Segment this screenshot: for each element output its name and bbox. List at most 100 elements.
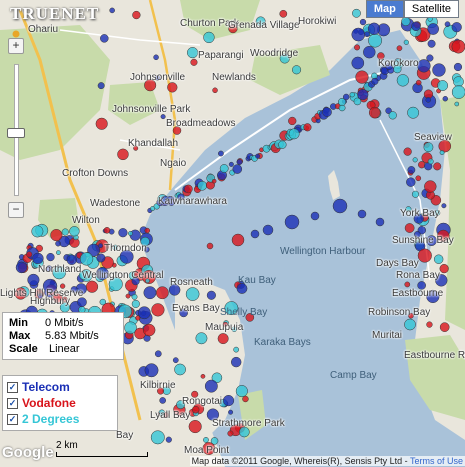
speed-test-dot[interactable] xyxy=(442,96,448,102)
speed-test-dot[interactable] xyxy=(179,308,188,318)
speed-test-dot[interactable] xyxy=(288,128,300,140)
speed-test-dot[interactable] xyxy=(404,223,415,233)
legend-item-vodafone[interactable]: ✓ Vodafone xyxy=(7,396,113,410)
speed-test-dot[interactable] xyxy=(165,436,172,443)
speed-test-dot[interactable] xyxy=(103,227,111,234)
speed-test-dot[interactable] xyxy=(144,363,159,378)
speed-test-dot[interactable] xyxy=(167,198,175,206)
checkbox-telecom[interactable]: ✓ xyxy=(7,381,18,393)
map-type-satellite-button[interactable]: Satellite xyxy=(403,0,459,18)
speed-test-dot[interactable] xyxy=(188,420,202,434)
speed-test-dot[interactable] xyxy=(396,45,403,52)
speed-test-dot[interactable] xyxy=(204,379,218,393)
speed-test-dot[interactable] xyxy=(357,209,367,219)
speed-test-dot[interactable] xyxy=(242,395,249,403)
speed-test-dot[interactable] xyxy=(45,265,53,272)
speed-test-dot[interactable] xyxy=(444,21,451,28)
speed-test-dot[interactable] xyxy=(197,180,207,191)
speed-test-dot[interactable] xyxy=(124,321,137,335)
speed-test-dot[interactable] xyxy=(453,62,463,72)
speed-test-dot[interactable] xyxy=(278,140,287,149)
speed-test-dot[interactable] xyxy=(404,318,416,331)
speed-test-dot[interactable] xyxy=(96,253,106,263)
speed-test-dot[interactable] xyxy=(454,101,460,107)
speed-test-dot[interactable] xyxy=(245,313,255,322)
speed-test-dot[interactable] xyxy=(228,23,238,34)
speed-test-dot[interactable] xyxy=(388,111,397,120)
speed-test-dot[interactable] xyxy=(371,77,379,85)
speed-test-dot[interactable] xyxy=(52,265,66,280)
speed-test-dot[interactable] xyxy=(168,284,181,296)
speed-test-dot[interactable] xyxy=(230,356,242,368)
speed-test-dot[interactable] xyxy=(393,65,402,74)
speed-test-dot[interactable] xyxy=(119,249,134,264)
speed-test-dot[interactable] xyxy=(211,372,223,384)
speed-test-dot[interactable] xyxy=(95,267,109,281)
speed-test-dot[interactable] xyxy=(212,87,218,94)
zoom-slider-handle[interactable] xyxy=(7,128,25,138)
speed-test-dot[interactable] xyxy=(174,363,186,376)
speed-test-dot[interactable] xyxy=(451,22,462,33)
speed-test-dot[interactable] xyxy=(406,177,416,187)
speed-test-dot[interactable] xyxy=(144,227,151,234)
speed-test-dot[interactable] xyxy=(385,62,393,70)
speed-test-dot[interactable] xyxy=(224,301,239,316)
speed-test-dot[interactable] xyxy=(351,27,366,42)
speed-test-dot[interactable] xyxy=(70,286,78,294)
speed-test-dot[interactable] xyxy=(413,213,424,224)
speed-test-dot[interactable] xyxy=(211,178,217,184)
speed-test-dot[interactable] xyxy=(206,242,214,250)
speed-test-dot[interactable] xyxy=(377,52,385,60)
speed-test-dot[interactable] xyxy=(185,287,200,301)
speed-test-dot[interactable] xyxy=(37,293,43,299)
speed-test-dot[interactable] xyxy=(288,116,297,126)
speed-test-dot[interactable] xyxy=(78,270,89,280)
speed-test-dot[interactable] xyxy=(354,44,361,51)
speed-test-dot[interactable] xyxy=(191,390,199,398)
speed-test-dot[interactable] xyxy=(239,426,250,438)
speed-test-dot[interactable] xyxy=(292,65,302,75)
speed-test-dot[interactable] xyxy=(219,164,229,173)
speed-test-dot[interactable] xyxy=(424,180,437,193)
speed-test-dot[interactable] xyxy=(351,56,365,70)
speed-test-dot[interactable] xyxy=(140,236,150,247)
speed-test-dot[interactable] xyxy=(439,264,449,274)
speed-test-dot[interactable] xyxy=(255,153,261,159)
speed-test-dot[interactable] xyxy=(160,114,166,120)
speed-test-dot[interactable] xyxy=(357,89,369,101)
speed-test-dot[interactable] xyxy=(303,123,312,132)
speed-test-dot[interactable] xyxy=(133,145,139,151)
speed-test-dot[interactable] xyxy=(172,357,179,364)
speed-test-dot[interactable] xyxy=(85,280,99,293)
speed-test-dot[interactable] xyxy=(407,166,416,174)
speed-test-dot[interactable] xyxy=(451,85,465,99)
speed-test-dot[interactable] xyxy=(32,252,44,265)
speed-test-dot[interactable] xyxy=(155,286,169,300)
speed-test-dot[interactable] xyxy=(427,39,436,48)
speed-test-dot[interactable] xyxy=(415,175,422,182)
speed-test-dot[interactable] xyxy=(426,321,433,328)
speed-test-dot[interactable] xyxy=(131,277,140,286)
speed-test-dot[interactable] xyxy=(184,184,193,194)
speed-test-dot[interactable] xyxy=(203,31,215,44)
checkbox-vodafone[interactable]: ✓ xyxy=(7,397,18,409)
speed-test-dot[interactable] xyxy=(434,209,441,216)
speed-test-dot[interactable] xyxy=(195,332,208,345)
speed-test-dot[interactable] xyxy=(322,107,332,117)
speed-test-dot[interactable] xyxy=(437,229,450,243)
speed-test-dot[interactable] xyxy=(332,198,348,214)
speed-test-dot[interactable] xyxy=(31,225,44,238)
speed-test-dot[interactable] xyxy=(210,437,219,445)
speed-test-dot[interactable] xyxy=(95,117,108,130)
speed-test-dot[interactable] xyxy=(401,16,411,27)
speed-test-dot[interactable] xyxy=(338,97,347,106)
speed-test-dot[interactable] xyxy=(349,92,355,98)
speed-test-dot[interactable] xyxy=(439,150,445,155)
speed-test-dot[interactable] xyxy=(417,248,432,263)
speed-test-dot[interactable] xyxy=(42,278,58,294)
speed-test-dot[interactable] xyxy=(284,214,300,230)
speed-test-dot[interactable] xyxy=(108,277,123,292)
speed-test-dot[interactable] xyxy=(236,283,248,294)
speed-test-dot[interactable] xyxy=(217,333,229,345)
